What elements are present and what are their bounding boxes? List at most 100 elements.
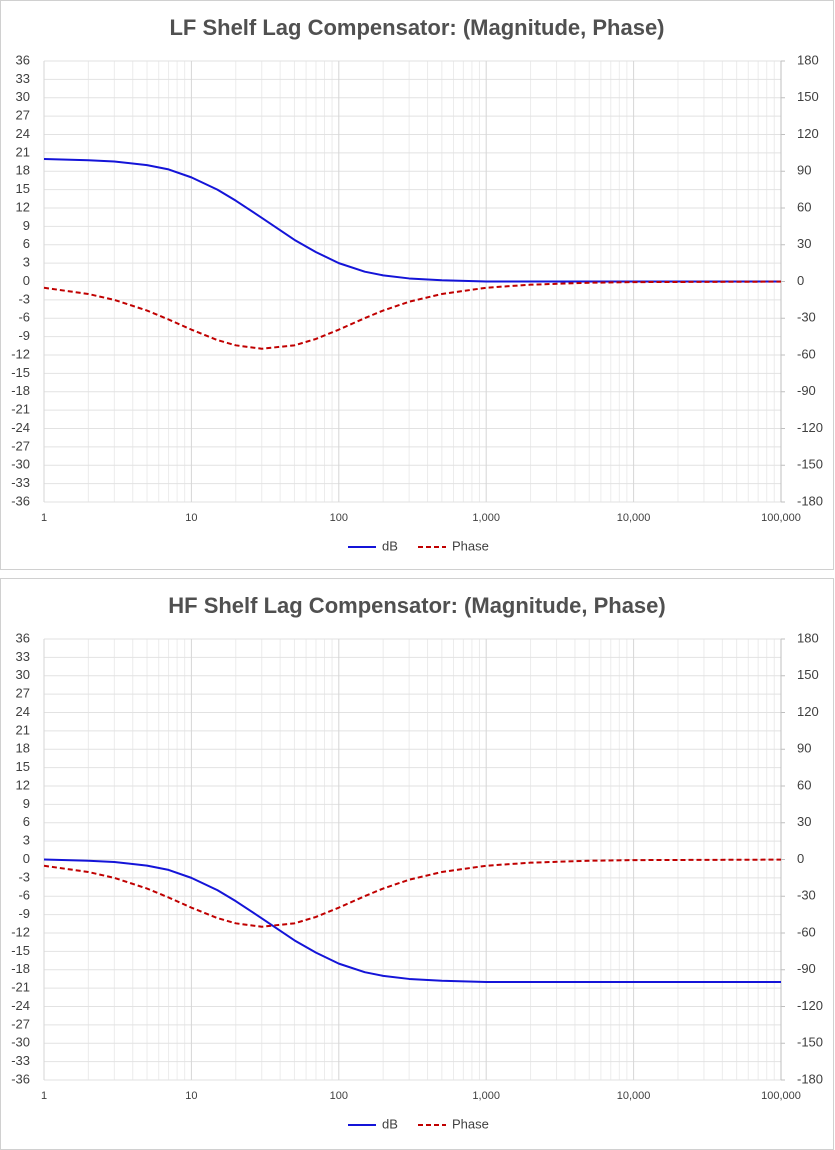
- y2-tick-label: -30: [797, 310, 816, 325]
- y-tick-label: 27: [16, 108, 30, 123]
- x-tick-label: 1,000: [472, 512, 500, 524]
- y-tick-label: -3: [18, 869, 30, 884]
- x-tick-label: 1: [41, 1090, 47, 1102]
- y2-tick-label: -90: [797, 961, 816, 976]
- x-tick-label: 10: [185, 512, 197, 524]
- y-tick-label: -15: [11, 365, 30, 380]
- y2-tick-label: 150: [797, 89, 819, 104]
- legend-label: dB: [382, 538, 398, 553]
- x-tick-label: 1,000: [472, 1090, 500, 1102]
- y2-tick-label: -150: [797, 457, 823, 472]
- y-tick-label: 21: [16, 722, 30, 737]
- chart-title: LF Shelf Lag Compensator: (Magnitude, Ph…: [169, 15, 664, 40]
- y-tick-label: -36: [11, 1071, 30, 1086]
- y2-tick-label: 0: [797, 851, 804, 866]
- y-tick-label: 0: [23, 851, 30, 866]
- y-tick-label: 21: [16, 144, 30, 159]
- y-tick-label: -6: [18, 888, 30, 903]
- y-tick-label: 3: [23, 255, 30, 270]
- y-tick-label: -12: [11, 346, 30, 361]
- x-tick-label: 10,000: [617, 512, 651, 524]
- y-tick-label: -30: [11, 1035, 30, 1050]
- y-tick-label: 33: [16, 649, 30, 664]
- x-tick-label: 100: [330, 1090, 348, 1102]
- x-tick-label: 100: [330, 512, 348, 524]
- y-tick-label: 9: [23, 218, 30, 233]
- y-tick-label: 6: [23, 814, 30, 829]
- y-tick-label: -15: [11, 943, 30, 958]
- y-tick-label: -24: [11, 998, 30, 1013]
- y-tick-label: 9: [23, 796, 30, 811]
- y-tick-label: -21: [11, 980, 30, 995]
- series-line: [43, 858, 781, 983]
- x-tick-label: 100,000: [761, 1090, 801, 1102]
- y-tick-label: 27: [16, 686, 30, 701]
- y2-tick-label: -120: [797, 420, 823, 435]
- y-tick-label: -24: [11, 420, 30, 435]
- y2-tick-label: 150: [797, 667, 819, 682]
- y2-tick-label: 120: [797, 704, 819, 719]
- y-tick-label: -33: [11, 1053, 30, 1068]
- series-line: [43, 858, 782, 928]
- chart-panel: [0, 0, 834, 570]
- y-tick-label: -18: [11, 383, 30, 398]
- x-tick-label: 1: [41, 512, 47, 524]
- legend-label: Phase: [452, 1116, 489, 1131]
- y-tick-label: -21: [11, 402, 30, 417]
- chart-title: HF Shelf Lag Compensator: (Magnitude, Ph…: [168, 593, 665, 618]
- y2-tick-label: -60: [797, 346, 816, 361]
- y-tick-label: -9: [18, 906, 30, 921]
- y2-tick-label: 30: [797, 236, 811, 251]
- x-tick-label: 100,000: [761, 512, 801, 524]
- y-tick-label: 15: [16, 759, 30, 774]
- y-tick-label: 33: [16, 71, 30, 86]
- y-tick-label: 18: [16, 741, 30, 756]
- y-tick-label: -12: [11, 924, 30, 939]
- y-tick-label: 3: [23, 833, 30, 848]
- y-tick-label: 30: [16, 89, 30, 104]
- y-tick-label: -30: [11, 457, 30, 472]
- y-tick-label: -33: [11, 475, 30, 490]
- y2-tick-label: 90: [797, 163, 811, 178]
- y2-tick-label: 90: [797, 741, 811, 756]
- y-tick-label: 36: [16, 630, 30, 645]
- y-tick-label: -3: [18, 291, 30, 306]
- legend-label: Phase: [452, 538, 489, 553]
- y-tick-label: 12: [16, 777, 30, 792]
- y2-tick-label: 60: [797, 777, 811, 792]
- y-tick-label: 0: [23, 273, 30, 288]
- y-tick-label: 36: [16, 52, 30, 67]
- y2-tick-label: -150: [797, 1035, 823, 1050]
- y2-tick-label: -120: [797, 998, 823, 1013]
- y-tick-label: 18: [16, 163, 30, 178]
- y-tick-label: 12: [16, 199, 30, 214]
- y-tick-label: 15: [16, 181, 30, 196]
- y2-tick-label: -60: [797, 924, 816, 939]
- x-tick-label: 10: [185, 1090, 197, 1102]
- y-tick-label: -27: [11, 438, 30, 453]
- y2-tick-label: -180: [797, 1071, 823, 1086]
- x-tick-label: 10,000: [617, 1090, 651, 1102]
- series-line: [43, 280, 782, 350]
- y-tick-label: -27: [11, 1016, 30, 1031]
- y2-tick-label: 0: [797, 273, 804, 288]
- y2-tick-label: -90: [797, 383, 816, 398]
- y-tick-label: -18: [11, 961, 30, 976]
- y2-tick-label: -30: [797, 888, 816, 903]
- y-tick-label: 6: [23, 236, 30, 251]
- legend-label: dB: [382, 1116, 398, 1131]
- y2-tick-label: 180: [797, 52, 819, 67]
- y2-tick-label: 120: [797, 126, 819, 141]
- y-tick-label: 30: [16, 667, 30, 682]
- y-tick-label: 24: [16, 704, 30, 719]
- y-tick-label: -6: [18, 310, 30, 325]
- y2-tick-label: 180: [797, 630, 819, 645]
- y2-tick-label: 30: [797, 814, 811, 829]
- series-line: [43, 158, 781, 283]
- y2-tick-label: -180: [797, 493, 823, 508]
- y2-tick-label: 60: [797, 199, 811, 214]
- y-tick-label: -36: [11, 493, 30, 508]
- y-tick-label: 24: [16, 126, 30, 141]
- y-tick-label: -9: [18, 328, 30, 343]
